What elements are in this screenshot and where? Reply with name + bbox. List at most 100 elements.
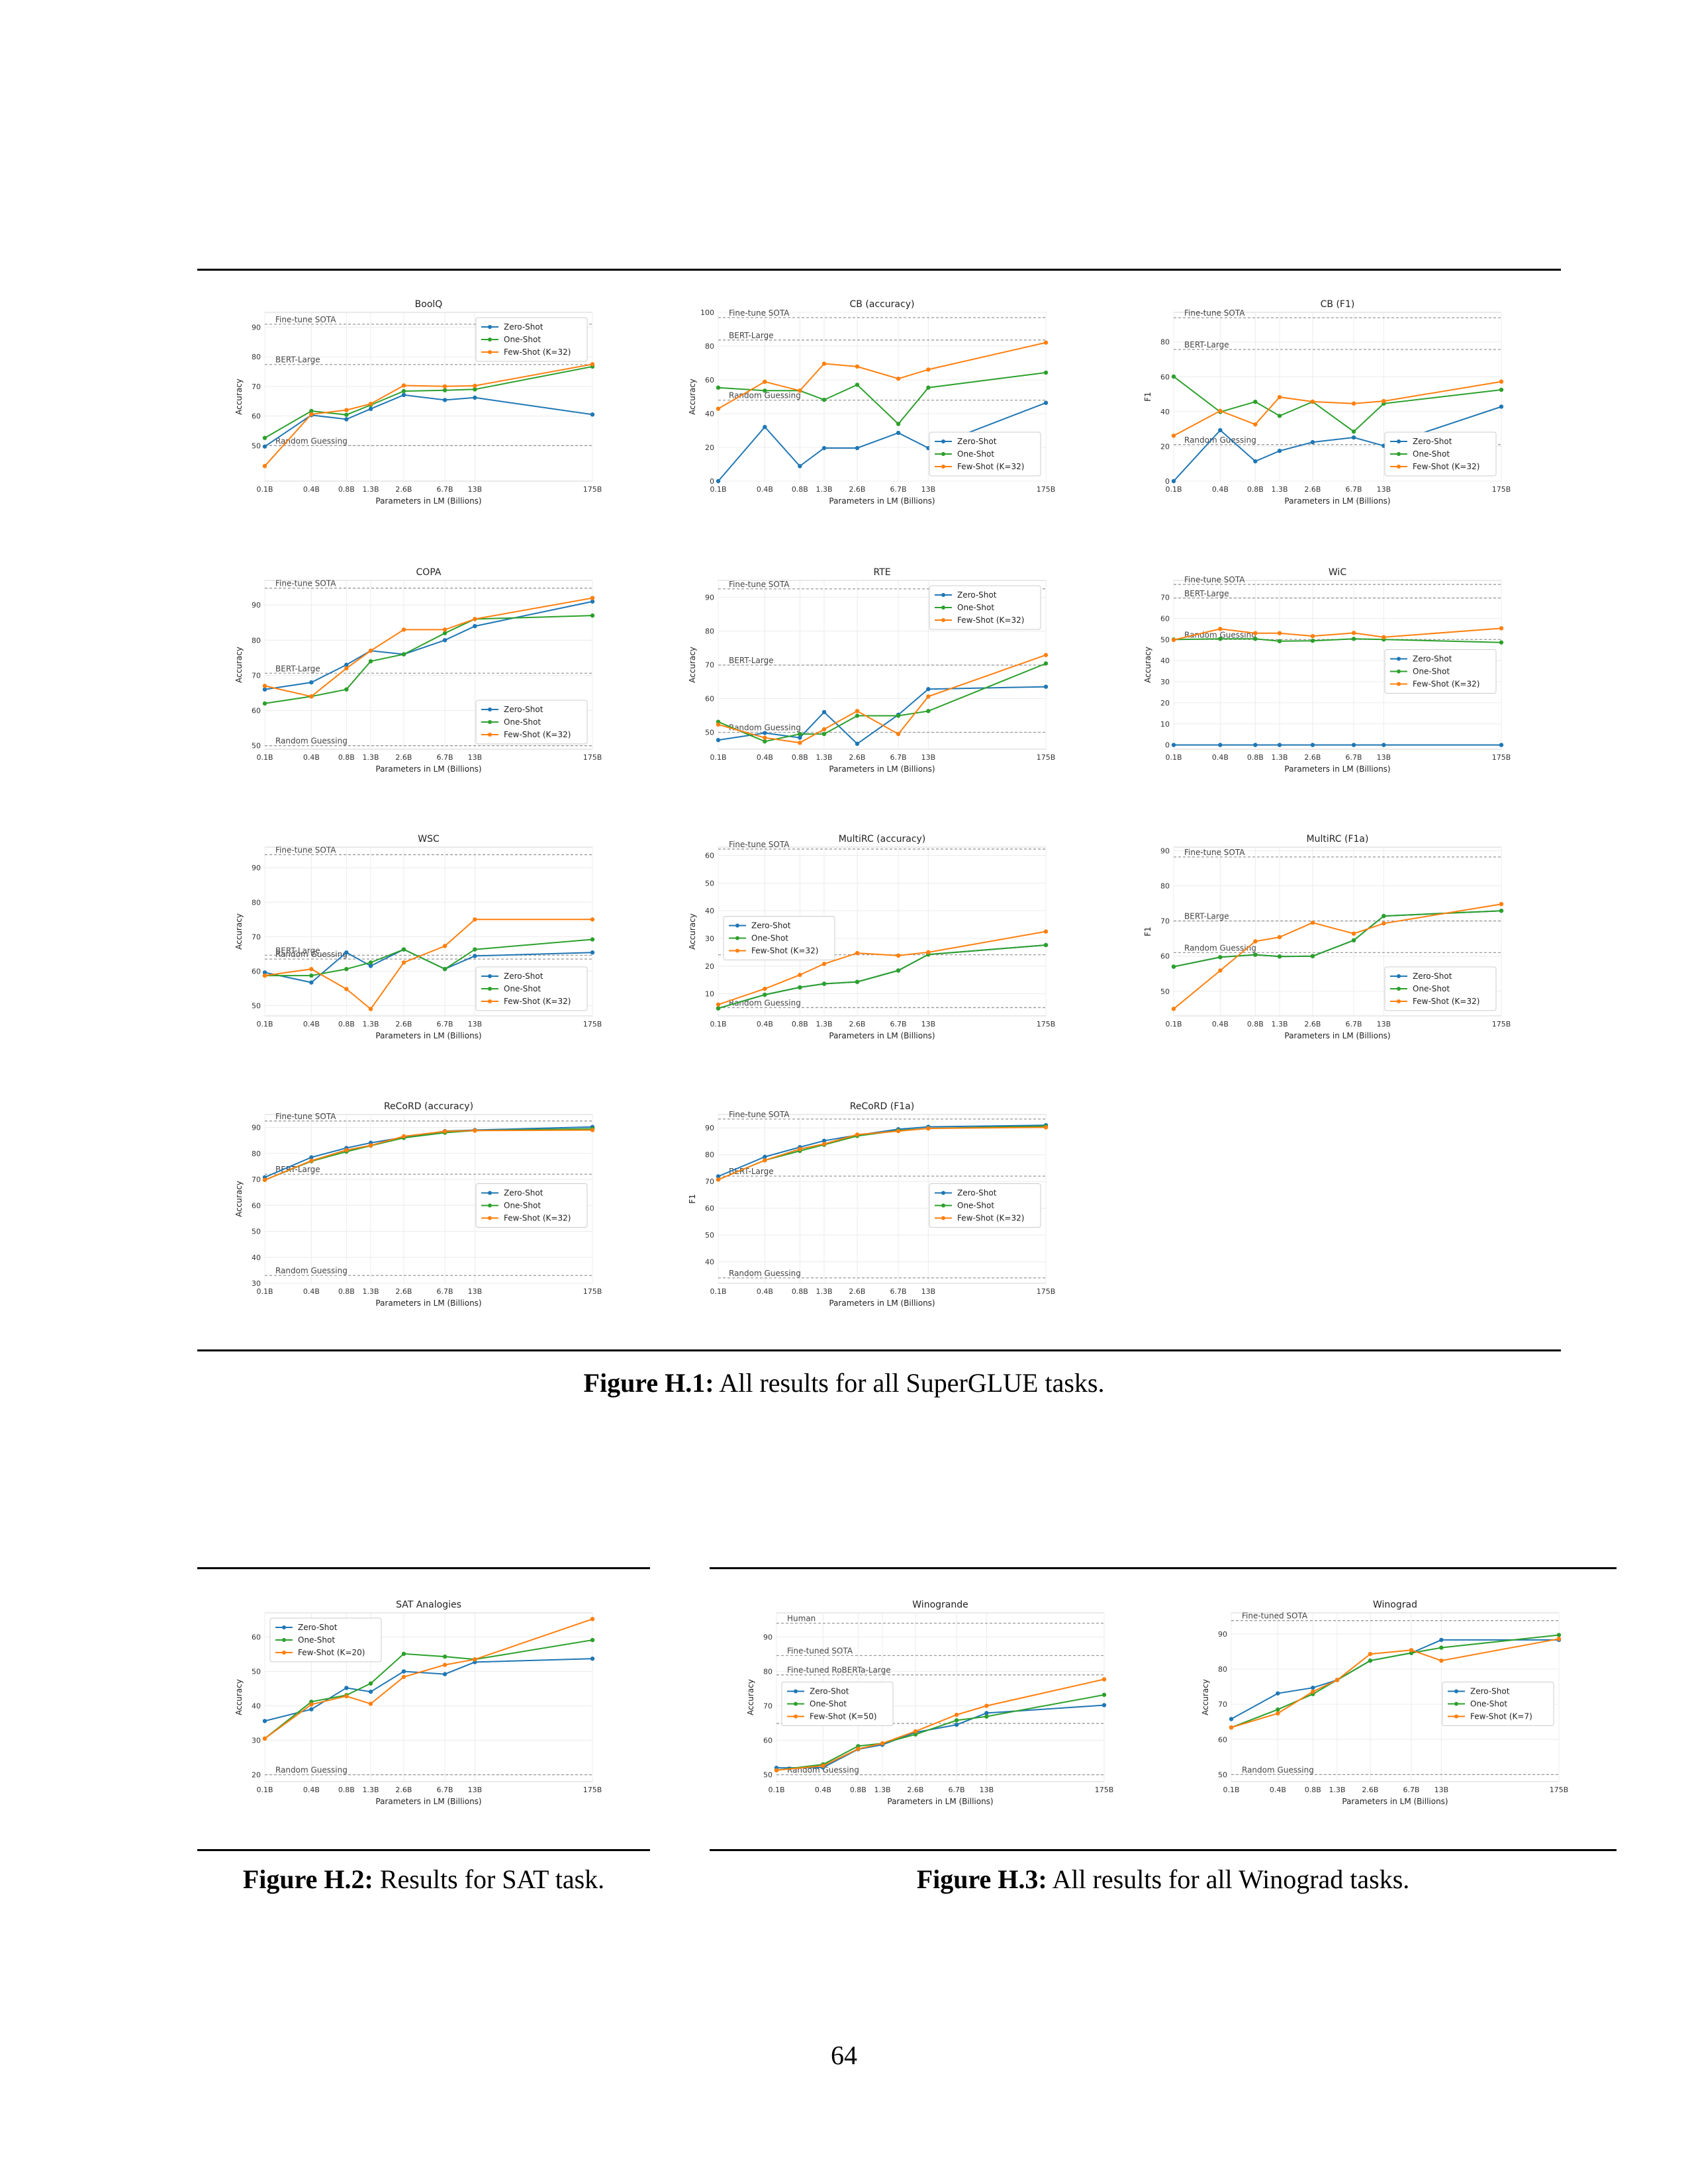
data-point-few-shot-k-32 bbox=[1310, 921, 1315, 925]
series-line-few-shot-k-7 bbox=[1231, 1638, 1560, 1729]
chart-title: Winogrande bbox=[912, 1600, 968, 1610]
data-point-one-shot bbox=[368, 659, 373, 664]
data-point-zero-shot bbox=[896, 430, 901, 435]
x-tick-label: 0.4B bbox=[303, 1020, 320, 1028]
ref-label-random-guessing: Random Guessing bbox=[275, 436, 348, 445]
legend-label: One-Shot bbox=[1413, 984, 1450, 993]
data-point-zero-shot bbox=[401, 392, 406, 398]
data-point-one-shot bbox=[1439, 1645, 1444, 1650]
data-point-one-shot bbox=[309, 408, 314, 414]
chart-copa: 50 60 70 80 90 0.1B 0.4B 0.8B 1.3B 2.6B 6.7B 13B 175… bbox=[234, 559, 606, 778]
legend-marker bbox=[488, 325, 492, 329]
x-tick-label: 175B bbox=[1037, 1287, 1056, 1296]
series-line-few-shot-k-32 bbox=[718, 931, 1047, 1005]
data-point-few-shot-k-32 bbox=[1499, 901, 1504, 907]
y-tick-label: 40 bbox=[705, 907, 714, 915]
ref-label-fine-tuned-roberta-large: Fine-tuned RoBERTa-Large bbox=[787, 1666, 891, 1675]
caption-figure-h2: Figure H.2: Results for SAT task. bbox=[197, 1864, 650, 1895]
series-line-one-shot bbox=[718, 944, 1047, 1009]
data-point-one-shot bbox=[1382, 913, 1386, 919]
data-point-few-shot-k-32 bbox=[1277, 631, 1282, 635]
data-point-few-shot-k-32 bbox=[821, 727, 827, 732]
data-point-few-shot-k-32 bbox=[1277, 934, 1282, 940]
data-point-zero-shot bbox=[1310, 439, 1315, 445]
chart-rte: 50 60 70 80 90 0.1B 0.4B 0.8B 1.3B 2.6B 6.7B 13B 175… bbox=[688, 559, 1059, 778]
legend-label: Few-Shot (K=32) bbox=[1413, 680, 1479, 689]
y-axis-label: F1 bbox=[1143, 927, 1152, 936]
x-tick-label: 13B bbox=[468, 1287, 483, 1296]
ref-label-random-guessing: Random Guessing bbox=[729, 723, 801, 733]
x-tick-label: 0.4B bbox=[757, 753, 773, 762]
y-tick-label: 50 bbox=[252, 1228, 261, 1236]
series-line-few-shot-k-20 bbox=[264, 1618, 593, 1739]
legend-marker bbox=[282, 1651, 286, 1655]
ref-label-bert-large: BERT-Large bbox=[1184, 589, 1229, 598]
data-point-zero-shot bbox=[798, 464, 802, 469]
data-point-few-shot-k-32 bbox=[1310, 633, 1315, 639]
y-tick-label: 30 bbox=[252, 1737, 261, 1745]
legend-marker bbox=[1397, 465, 1401, 469]
ref-label-random-guessing: Random Guessing bbox=[275, 1766, 348, 1775]
x-axis-label: Parameters in LM (Billions) bbox=[1284, 1031, 1390, 1040]
y-tick-label: 10 bbox=[705, 990, 714, 999]
y-tick-label: 60 bbox=[252, 412, 261, 421]
y-tick-label: 30 bbox=[1160, 678, 1170, 686]
data-point-one-shot bbox=[1277, 639, 1282, 643]
data-point-one-shot bbox=[1310, 954, 1315, 958]
x-tick-label: 13B bbox=[468, 1020, 483, 1028]
data-point-few-shot-k-32 bbox=[473, 383, 477, 388]
data-point-few-shot-k-32 bbox=[1218, 627, 1223, 631]
data-point-few-shot-k-32 bbox=[590, 362, 595, 367]
data-point-zero-shot bbox=[763, 1154, 767, 1160]
x-axis-label: Parameters in LM (Billions) bbox=[375, 764, 481, 774]
legend bbox=[475, 317, 588, 362]
x-axis-label: Parameters in LM (Billions) bbox=[887, 1797, 993, 1806]
x-tick-label: 6.7B bbox=[1346, 1020, 1362, 1028]
data-point-few-shot-k-32 bbox=[262, 973, 267, 978]
y-tick-label: 80 bbox=[705, 627, 714, 636]
data-point-few-shot-k-32 bbox=[344, 666, 349, 671]
chart-svg: 30 40 50 60 70 80 90 0.1B 0.4B 0.8B 1.3B 2.6B 6.7B 13… bbox=[234, 1101, 602, 1308]
x-tick-label: 175B bbox=[583, 753, 602, 762]
x-tick-label: 6.7B bbox=[890, 1020, 907, 1028]
data-point-few-shot-k-32 bbox=[1499, 626, 1504, 631]
series-line-one-shot bbox=[264, 1639, 593, 1739]
x-tick-label: 13B bbox=[921, 1020, 936, 1028]
y-axis-label: Accuracy bbox=[234, 379, 244, 415]
y-tick-label: 60 bbox=[252, 967, 261, 976]
x-tick-label: 1.3B bbox=[874, 1786, 890, 1794]
legend-marker bbox=[1454, 1702, 1458, 1706]
series-line-one-shot bbox=[265, 938, 593, 977]
chart-svg: 0 20 40 60 80 100 0.1B 0.4B 0.8B 1.3B 2.6B 6.7B 13B 1… bbox=[688, 299, 1055, 506]
series-line-few-shot-k-32 bbox=[264, 919, 592, 1011]
data-point-few-shot-k-50 bbox=[984, 1704, 989, 1708]
data-point-few-shot-k-7 bbox=[1335, 1678, 1340, 1682]
x-tick-label: 0.8B bbox=[1247, 1020, 1264, 1028]
data-point-one-shot bbox=[1253, 952, 1258, 957]
y-tick-label: 100 bbox=[700, 308, 714, 317]
x-tick-label: 6.7B bbox=[890, 753, 907, 762]
data-point-one-shot bbox=[1218, 637, 1223, 641]
legend-label: Zero-Shot bbox=[1413, 437, 1452, 446]
chart-cb-accuracy: 0 20 40 60 80 100 0.1B 0.4B 0.8B 1.3B 2.6B 6.7B 13B 1… bbox=[688, 291, 1059, 510]
figure-h1-top-rule bbox=[197, 269, 1561, 271]
data-point-few-shot-k-32 bbox=[716, 722, 721, 727]
x-axis-label: Parameters in LM (Billions) bbox=[1284, 764, 1390, 774]
y-axis-label: Accuracy bbox=[688, 379, 697, 415]
legend-label: Few-Shot (K=20) bbox=[298, 1648, 365, 1657]
data-point-few-shot-k-32 bbox=[716, 1177, 721, 1182]
legend-label: Few-Shot (K=32) bbox=[504, 1214, 571, 1223]
data-point-few-shot-k-32 bbox=[368, 1007, 373, 1011]
data-point-few-shot-k-32 bbox=[368, 649, 373, 653]
y-tick-label: 60 bbox=[705, 1205, 714, 1213]
data-point-few-shot-k-32 bbox=[798, 972, 802, 978]
x-tick-label: 6.7B bbox=[437, 753, 453, 762]
data-point-few-shot-k-32 bbox=[590, 917, 595, 922]
chart-svg: 50 60 70 80 90 0.1B 0.4B 0.8B 1.3B 2.6B 6.7B 13B 175… bbox=[1143, 834, 1511, 1040]
data-point-zero-shot bbox=[984, 1711, 989, 1715]
x-tick-label: 6.7B bbox=[437, 1020, 453, 1028]
data-point-zero-shot bbox=[590, 412, 595, 417]
data-point-zero-shot bbox=[442, 638, 447, 643]
data-point-few-shot-k-32 bbox=[262, 1177, 267, 1183]
data-point-few-shot-k-7 bbox=[1276, 1711, 1280, 1716]
